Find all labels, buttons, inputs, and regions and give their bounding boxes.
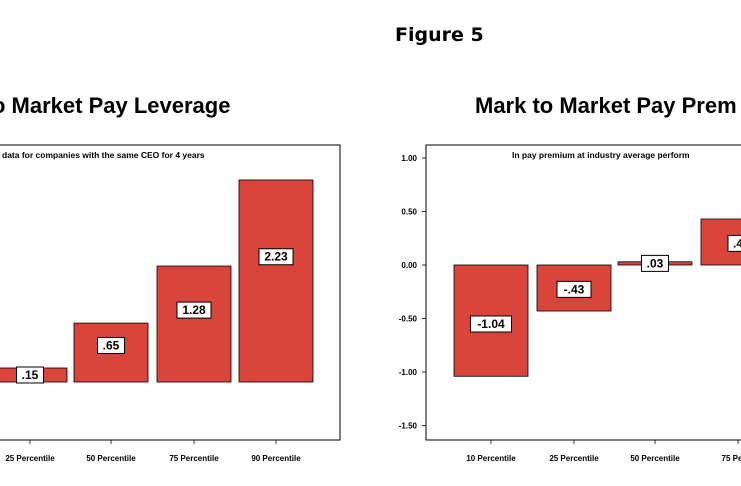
left-category-label-3: 75 Percentile xyxy=(169,454,219,463)
right-category-label-1: 10 Percentile xyxy=(466,454,516,463)
left-category-label-1: 25 Percentile xyxy=(5,454,55,463)
right-category-label-2: 25 Percentile xyxy=(549,454,599,463)
left-data-label-2: .65 xyxy=(103,338,120,352)
left-data-label-1: .15 xyxy=(22,368,39,382)
left-bar-4 xyxy=(238,179,314,383)
right-ytick-label-6: -1.50 xyxy=(399,422,418,431)
right-chart-subtitle: In pay premium at industry average perfo… xyxy=(512,150,690,160)
left-data-label-4-box xyxy=(258,248,294,266)
right-ytick-label-5: -1.00 xyxy=(399,368,418,377)
left-chart-subtitle: data for companies with the same CEO for… xyxy=(2,150,205,160)
left-category-label-2: 50 Percentile xyxy=(86,454,136,463)
figure-title: Figure 5 xyxy=(395,24,484,46)
right-category-label-4: 75 Perce xyxy=(722,454,741,463)
right-data-label-1-box xyxy=(470,315,512,333)
right-data-label-3-box xyxy=(641,254,669,272)
left-data-label-2-box xyxy=(97,336,125,354)
right-data-label-2: -.43 xyxy=(564,282,585,296)
right-data-label-4: .4 xyxy=(733,236,741,250)
left-data-label-4: 2.23 xyxy=(264,250,288,264)
left-data-label-3: 1.28 xyxy=(182,303,206,317)
right-data-label-2-box xyxy=(556,280,592,298)
left-chart-title: o Market Pay Leverage xyxy=(0,93,231,118)
left-data-label-3-box xyxy=(176,301,212,319)
right-plot-frame xyxy=(425,144,741,441)
right-ytick-label-3: 0.00 xyxy=(401,261,417,270)
left-bar-3 xyxy=(156,265,232,383)
right-ytick-label-4: -0.50 xyxy=(399,315,418,324)
right-chart-title: Mark to Market Pay Prem xyxy=(475,93,737,118)
left-plot-frame xyxy=(0,144,341,441)
right-category-label-3: 50 Percentile xyxy=(630,454,680,463)
right-data-label-1: -1.04 xyxy=(477,317,505,331)
left-category-label-4: 90 Percentile xyxy=(251,454,301,463)
right-data-label-4-box xyxy=(727,234,741,252)
right-data-label-3: .03 xyxy=(647,256,664,270)
left-data-label-1-box xyxy=(16,366,44,384)
right-ytick-label-1: 1.00 xyxy=(401,154,417,163)
right-ytick-label-2: 0.50 xyxy=(401,208,417,217)
